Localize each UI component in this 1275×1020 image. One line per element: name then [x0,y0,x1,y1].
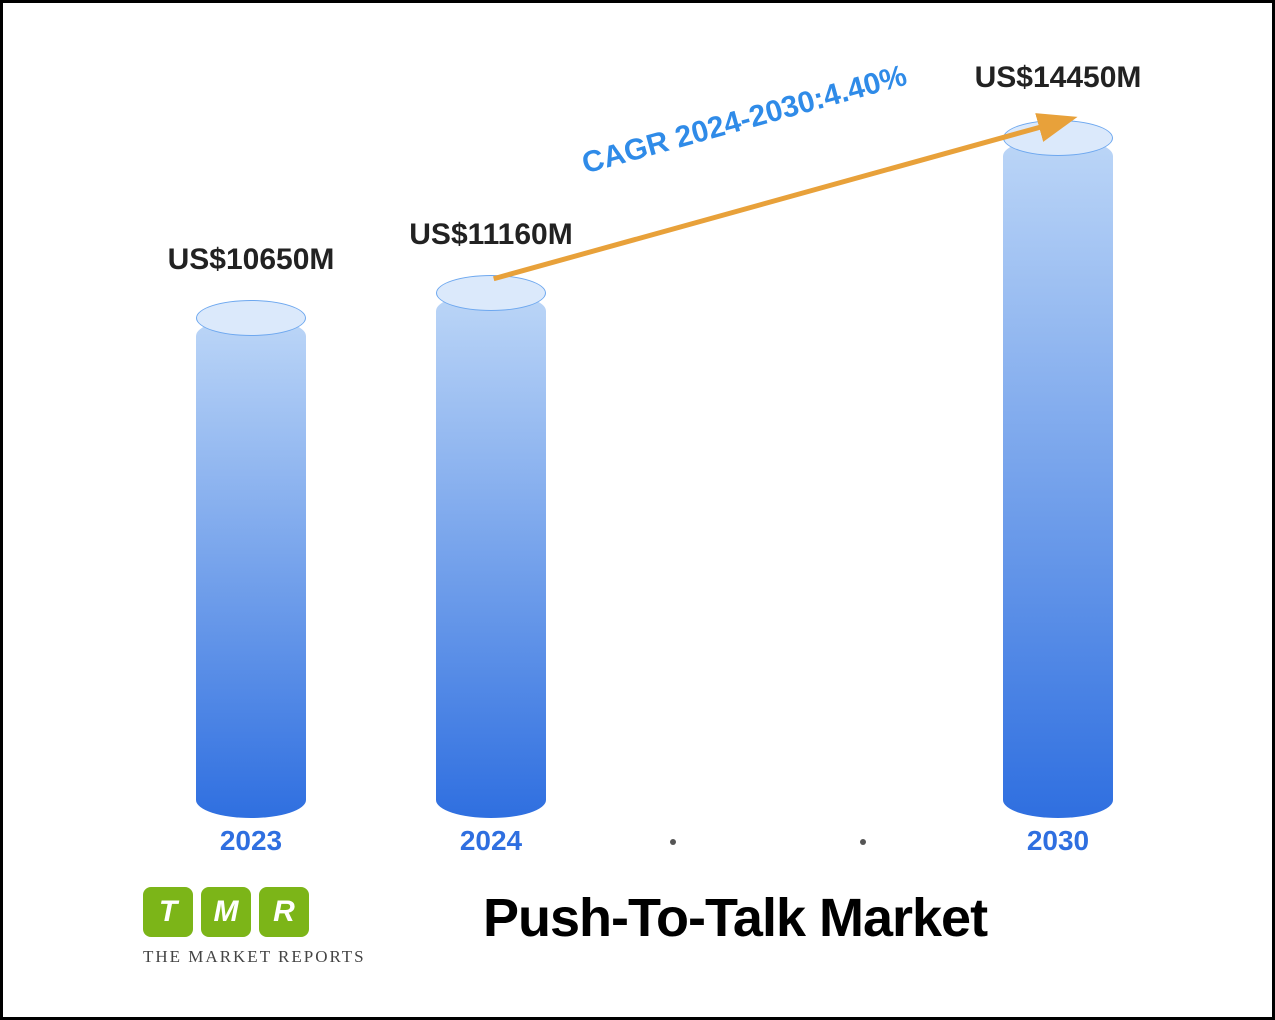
bar-body [196,318,306,818]
bar-top-ellipse [436,275,546,311]
bar-top-ellipse [1003,120,1113,156]
bar-year-label: 2030 [998,825,1118,857]
logo-letter-t: T [143,887,193,937]
bar-value-label: US$11160M [361,218,621,252]
bar-body [436,293,546,818]
tmr-logo: T M R THE MARKET REPORTS [143,887,366,967]
footer: T M R THE MARKET REPORTS Push-To-Talk Ma… [3,857,1272,1017]
logo-boxes: T M R [143,887,366,937]
chart-frame: US$10650M 2023 US$11160M 2024 US$14450M … [0,0,1275,1020]
bar-year-label: 2024 [431,825,551,857]
cagr-annotation: CAGR 2024-2030:4.40% [578,59,910,181]
bar-body [1003,138,1113,818]
bar-value-label: US$14450M [928,61,1188,95]
placeholder-dot [860,839,866,845]
logo-letter-r: R [259,887,309,937]
bar-value-label: US$10650M [121,243,381,277]
bar-year-label: 2023 [191,825,311,857]
placeholder-dot [670,839,676,845]
chart-area: US$10650M 2023 US$11160M 2024 US$14450M … [3,3,1272,863]
logo-letter-m: M [201,887,251,937]
logo-tagline: THE MARKET REPORTS [143,947,366,967]
bar-top-ellipse [196,300,306,336]
chart-title: Push-To-Talk Market [483,887,987,949]
